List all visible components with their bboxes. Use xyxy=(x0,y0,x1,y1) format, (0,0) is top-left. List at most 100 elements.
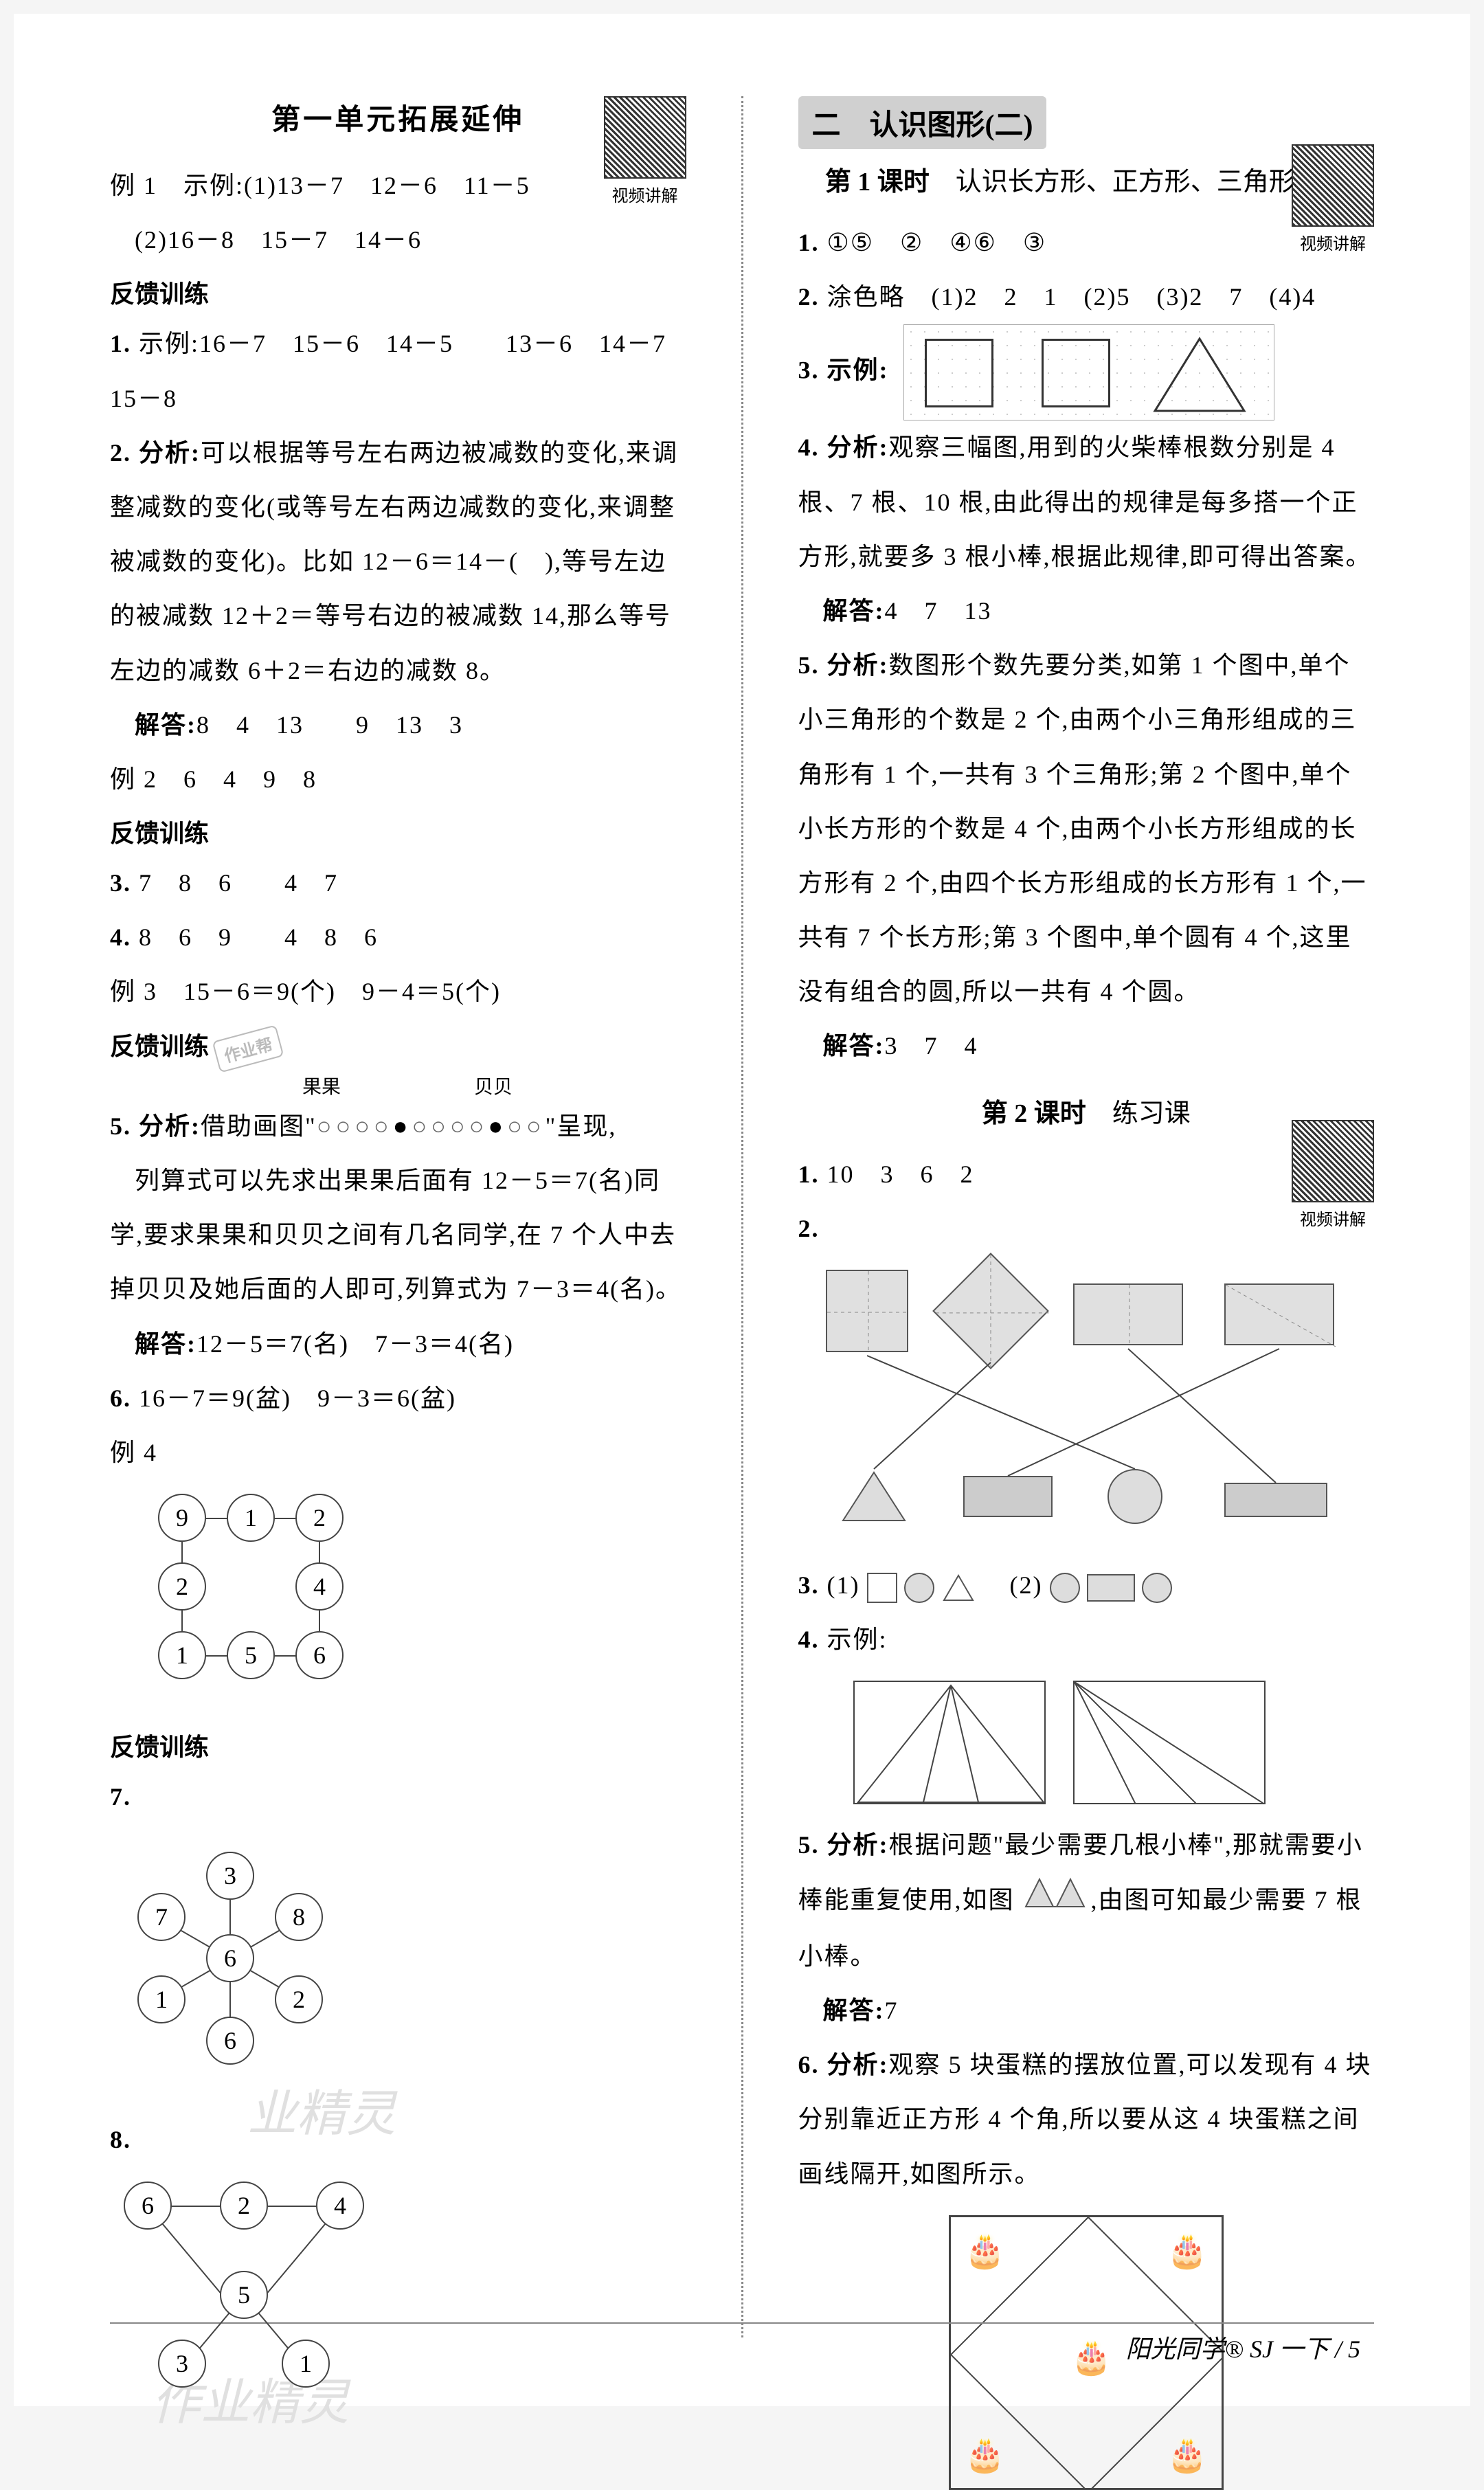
cake-icon: 🎂 xyxy=(1167,2435,1208,2474)
node: 3 xyxy=(158,2340,206,2388)
rect-split xyxy=(1073,1681,1266,1804)
l2-q5-prefix: 5. 分析: xyxy=(798,1831,889,1859)
q2: 2. 分析:可以根据等号左右两边被减数的变化,来调整减数的变化(或等号左右两边减… xyxy=(110,426,686,698)
l2-q6: 6. 分析:观察 5 块蛋糕的摆放位置,可以发现有 4 块分别靠近正方形 4 个… xyxy=(798,2038,1375,2201)
label-beibei: 贝贝 xyxy=(474,1072,513,1099)
triangle-icon xyxy=(941,1573,976,1603)
q6: 6. 16－7＝9(盆) 9－3＝6(盆) xyxy=(110,1371,686,1426)
r-q3: 3. 示例: xyxy=(798,324,1375,420)
circle-icon xyxy=(1142,1573,1172,1603)
q3: 3. 7 8 6 4 7 xyxy=(110,856,686,910)
q7-label: 7. xyxy=(110,1770,686,1824)
qr-label: 视频讲解 xyxy=(1292,230,1374,254)
node: 1 xyxy=(137,1975,186,2023)
l2-q5: 5. 分析:根据问题"最少需要几根小棒",那就需要小棒能重复使用,如图 ,由图可… xyxy=(798,1818,1375,1984)
qr-code-icon xyxy=(1292,1120,1374,1202)
circle-diagram: ○○○○●○○○○●○○ xyxy=(317,1112,546,1140)
shape-group-1 xyxy=(867,1573,976,1603)
shape-group-2 xyxy=(1050,1573,1172,1603)
ex1-prefix: 例 1 示例: xyxy=(110,172,244,199)
node: 6 xyxy=(295,1631,344,1679)
q7-graph: 3 7 8 6 1 2 6 xyxy=(110,1838,686,2099)
lesson-2-num: 第 2 课时 xyxy=(982,1099,1086,1128)
square-icon xyxy=(867,1573,897,1603)
node: 1 xyxy=(282,2340,330,2388)
node: 5 xyxy=(220,2271,268,2319)
node: 3 xyxy=(206,1852,254,1900)
node: 4 xyxy=(316,2181,364,2230)
circle-icon xyxy=(1050,1573,1080,1603)
l2-q6-prefix: 6. 分析: xyxy=(798,2051,889,2078)
circle-icon xyxy=(904,1573,934,1603)
rect-shape xyxy=(925,339,993,407)
node: 8 xyxy=(275,1893,323,1941)
example-1: 例 1 示例:(1)13－7 12－6 11－5 xyxy=(110,159,686,213)
lesson-2-name: 练习课 xyxy=(1112,1099,1191,1128)
l2-q3: 3. 3. (1)(1) (2) xyxy=(798,1558,1375,1613)
left-column: 视频讲解 第一单元拓展延伸 例 1 示例:(1)13－7 12－6 11－5 (… xyxy=(110,96,686,2337)
r-q4-answer: 解答:4 7 13 xyxy=(798,584,1375,638)
feedback-heading-4: 反馈训练 xyxy=(110,1727,686,1763)
r-q5: 5. 分析:数图形个数先要分类,如第 1 个图中,单个小三角形的个数是 2 个,… xyxy=(798,638,1375,1019)
footer-text: 阳光同学® SJ 一下 / 5 xyxy=(1126,2329,1360,2365)
dot-grid xyxy=(903,324,1274,420)
r-q3-prefix: 3. 示例: xyxy=(798,357,889,384)
node: 1 xyxy=(158,1631,206,1679)
qr-code-icon xyxy=(604,96,686,179)
q2-prefix: 2. 分析: xyxy=(110,439,201,467)
stamp-icon: 作业帮 xyxy=(212,1024,284,1073)
r-q4-prefix: 4. 分析: xyxy=(798,434,889,461)
label-guoguo: 果果 xyxy=(302,1072,341,1099)
match-lines xyxy=(798,1263,1375,1551)
feedback-heading-3: 反馈训练 作业帮 xyxy=(110,1027,686,1065)
lesson-1-title: 第 1 课时 认识长方形、正方形、三角形和圆 xyxy=(798,163,1375,202)
r-q5-body: 数图形个数先要分类,如第 1 个图中,单个小三角形的个数是 2 个,由两个小三角… xyxy=(798,651,1367,1005)
q5-prefix: 5. 分析: xyxy=(110,1112,201,1140)
qr-label: 视频讲解 xyxy=(1292,1206,1374,1230)
ex1-line1: (1)13－7 12－6 11－5 xyxy=(244,172,530,199)
r-q4: 4. 分析:观察三幅图,用到的火柴棒根数分别是 4 根、7 根、10 根,由此得… xyxy=(798,420,1375,584)
lesson-1-num: 第 1 课时 xyxy=(825,168,930,197)
q5: 5. 分析:借助画图"○○○○●○○○○●○○"呈现, xyxy=(110,1099,686,1154)
circle-labels: 果果 贝贝 xyxy=(110,1072,686,1099)
node: 6 xyxy=(124,2181,172,2230)
q8-graph: 6 2 4 5 3 1 xyxy=(110,2181,686,2401)
example-3: 例 3 15－6＝9(个) 9－4＝5(个) xyxy=(110,965,686,1019)
node: 2 xyxy=(295,1494,344,1542)
square-shape xyxy=(1042,339,1110,407)
r-q2: 2. 涂色略 (1)2 2 1 (2)5 (3)2 7 (4)4 xyxy=(798,270,1375,324)
node: 4 xyxy=(295,1562,344,1611)
node: 6 xyxy=(206,2017,254,2065)
node: 2 xyxy=(220,2181,268,2230)
left-section-title: 第一单元拓展延伸 xyxy=(110,96,686,138)
r-q5-answer: 解答:3 7 4 xyxy=(798,1019,1375,1073)
node: 5 xyxy=(227,1631,275,1679)
q8-label: 8. xyxy=(110,2113,686,2167)
node: 1 xyxy=(227,1494,275,1542)
rect-icon xyxy=(1087,1574,1135,1602)
matching-diagram xyxy=(798,1263,1375,1551)
lesson-1-name: 认识长方形、正方形、三角形和圆 xyxy=(956,168,1347,197)
example-2: 例 2 6 4 9 8 xyxy=(110,752,686,807)
node: 6 xyxy=(206,1934,254,1982)
example-4-graph: 9 1 2 2 4 1 5 6 xyxy=(110,1494,686,1714)
node: 9 xyxy=(158,1494,206,1542)
l2-q4-diagrams xyxy=(853,1681,1375,1804)
q5-body: 列算式可以先求出果果后面有 12－5＝7(名)同学,要求果果和贝贝之间有几名同学… xyxy=(110,1154,686,1317)
r-q5-prefix: 5. 分析: xyxy=(798,651,889,679)
node: 7 xyxy=(137,1893,186,1941)
feedback-heading-1: 反馈训练 xyxy=(110,274,686,310)
triangle-shape xyxy=(1151,335,1248,414)
cake-icon: 🎂 xyxy=(1071,2337,1112,2377)
ex1-line2: (2)16－8 15－7 14－6 xyxy=(110,213,686,267)
right-column: 二 认识图形(二) 视频讲解 第 1 课时 认识长方形、正方形、三角形和圆 1.… xyxy=(798,96,1375,2337)
q5-outro: "呈现, xyxy=(546,1112,617,1140)
qr-code-icon xyxy=(1292,144,1374,227)
r-q1: 1. ①⑤ ② ④⑥ ③ xyxy=(798,216,1375,270)
tri-split-1 xyxy=(853,1681,1046,1804)
feedback-heading-2: 反馈训练 xyxy=(110,814,686,849)
cake-icon: 🎂 xyxy=(965,2231,1006,2270)
q5-answer: 解答:12－5＝7(名) 7－3＝4(名) xyxy=(110,1317,686,1371)
node: 2 xyxy=(158,1562,206,1611)
triangle-pair-icon xyxy=(1022,1875,1091,1929)
